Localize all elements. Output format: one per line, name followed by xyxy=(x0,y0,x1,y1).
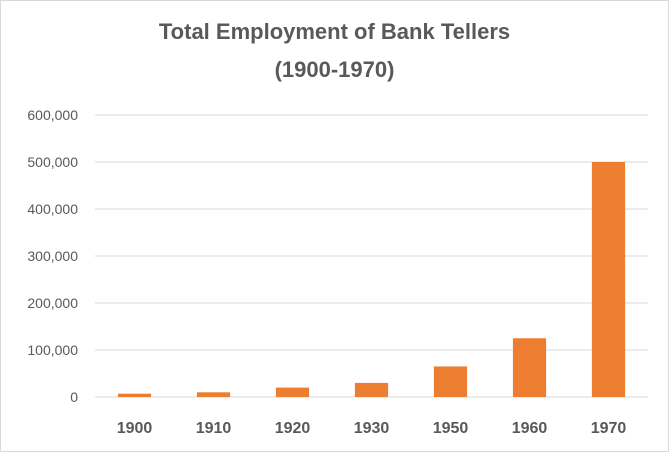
bar-1960 xyxy=(512,338,547,397)
x-tick-label: 1920 xyxy=(275,420,311,437)
bar-1910 xyxy=(196,392,231,397)
x-tick-label: 1970 xyxy=(591,420,627,437)
x-tick-label: 1960 xyxy=(512,420,548,437)
x-tick-label: 1900 xyxy=(117,420,153,437)
y-tick-label: 100,000 xyxy=(27,342,78,358)
bar-1920 xyxy=(275,387,310,397)
bar-1970 xyxy=(591,162,626,397)
y-tick-label: 600,000 xyxy=(27,107,78,123)
y-tick-label: 500,000 xyxy=(27,154,78,170)
x-tick-label: 1930 xyxy=(354,420,390,437)
y-tick-label: 0 xyxy=(70,389,78,405)
bar-1900 xyxy=(117,393,152,397)
bar-1930 xyxy=(354,382,389,397)
x-tick-label: 1910 xyxy=(196,420,232,437)
y-tick-label: 300,000 xyxy=(27,248,78,264)
chart-subtitle: (1900-1970) xyxy=(274,57,395,82)
bar-1950 xyxy=(433,366,468,397)
y-tick-label: 400,000 xyxy=(27,201,78,217)
x-tick-label: 1950 xyxy=(433,420,469,437)
chart-title: Total Employment of Bank Tellers xyxy=(158,19,511,44)
y-tick-label: 200,000 xyxy=(27,295,78,311)
